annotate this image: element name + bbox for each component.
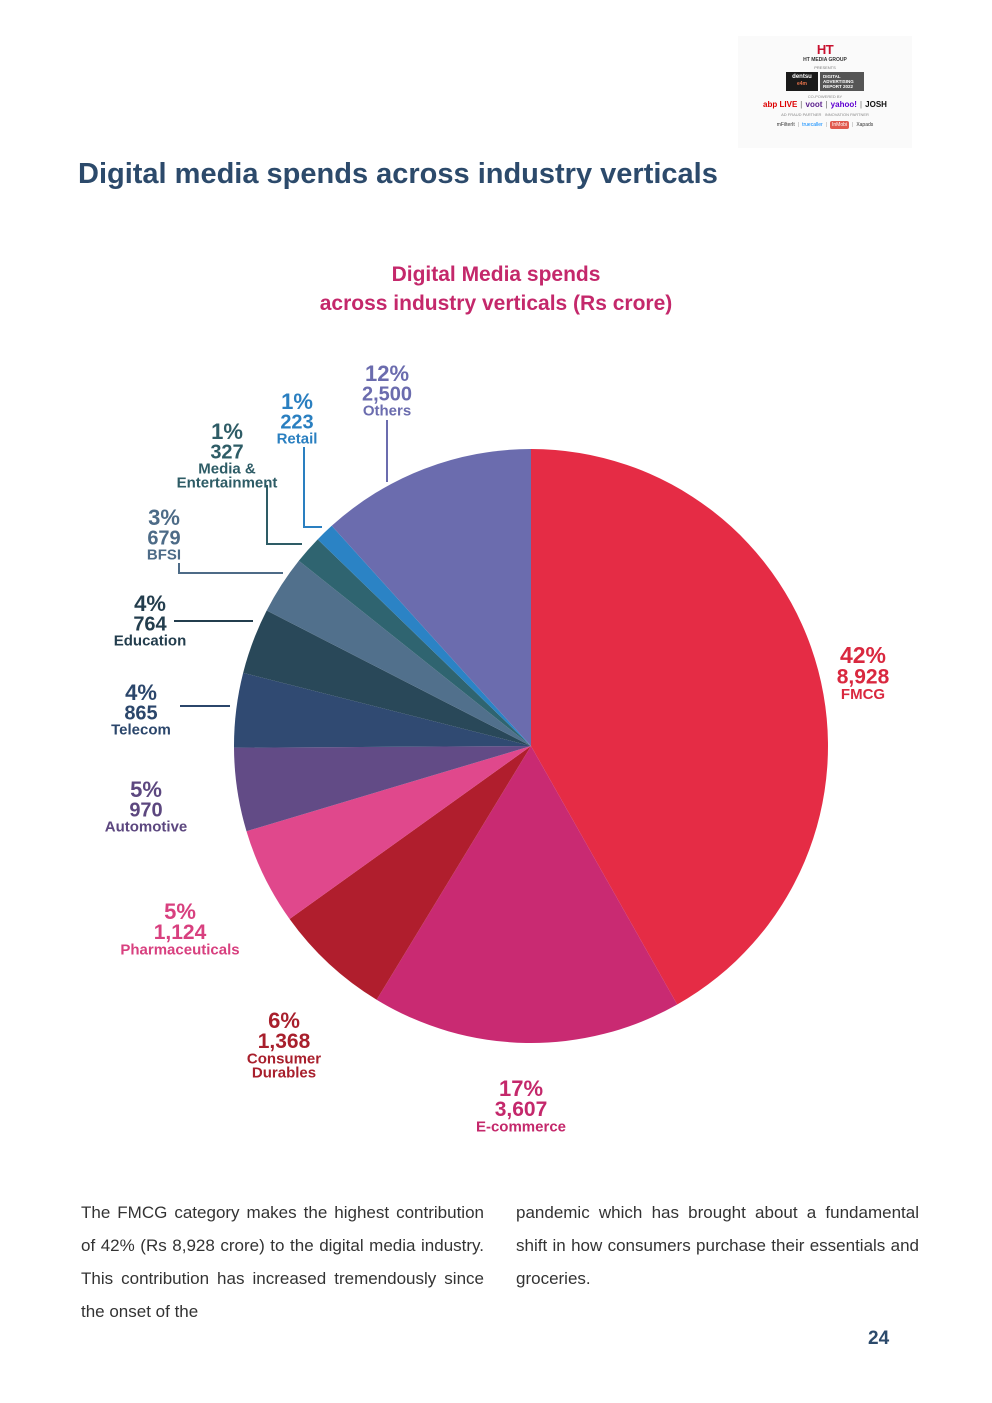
report-logo: HT HT MEDIA GROUP PRESENTS dentsu e4m DIG… [738,36,912,148]
pie-slice-e-commerce [376,746,678,1044]
label-fmcg-name: FMCG [841,686,885,703]
label-consumer-durables-name: Durables [252,1064,316,1081]
report-brand-row: dentsu e4m DIGITAL ADVERTISING REPORT 202… [738,72,912,91]
label-education-percent: 4% [134,591,166,616]
label-retail-name: Retail [277,430,318,447]
label-fmcg-percent: 42% [840,642,886,668]
label-automotive-value: 970 [129,799,162,821]
label-telecom-name: Telecom [111,721,171,738]
mfilterit-logo: mFilterIt [776,122,795,128]
label-media-and-entertainment-name: Entertainment [177,474,278,491]
label-automotive-name: Automotive [105,818,188,835]
label-others-name: Others [363,402,411,419]
label-education-name: Education [114,632,187,649]
pie-slice-education [243,610,531,746]
label-pharmaceuticals-name: Pharmaceuticals [120,941,239,958]
label-bfsi-value: 679 [147,527,180,549]
chart-title-line-1: Digital Media spends [391,263,601,286]
pie-slice-media-and-entertainment [298,539,531,746]
ht-media-group-text: HT MEDIA GROUP [803,57,847,63]
yahoo-logo: yahoo! [830,100,857,109]
page-title: Digital media spends across industry ver… [78,158,718,190]
pie-slice-bfsi [266,560,531,746]
label-consumer-durables-name: Consumer [247,1050,321,1067]
body-text-right: pandemic which has brought about a funda… [516,1203,919,1288]
label-pharmaceuticals-value: 1,124 [154,921,207,944]
label-pharmaceuticals-percent: 5% [164,899,196,924]
co-powered-by-text: CO-POWERED BY [807,94,843,99]
leader-line-media-and-entertainment [266,485,302,545]
page-number: 24 [868,1328,890,1349]
label-media-and-entertainment-percent: 1% [211,419,243,444]
label-consumer-durables-value: 1,368 [258,1030,311,1053]
body-text-left: The FMCG category makes the highest cont… [81,1203,484,1321]
leader-line-retail [303,447,322,528]
partner-logos: abp LIVE | voot | yahoo! | JOSH [763,100,887,109]
label-fmcg-value: 8,928 [837,666,890,689]
label-media-and-entertainment-value: 327 [210,441,243,463]
xapads-logo: Xapads [856,122,874,128]
truecaller-logo: truecaller [802,122,823,128]
label-others-value: 2,500 [362,383,412,405]
pie-slice-automotive [234,746,531,832]
label-e-commerce-value: 3,607 [495,1098,548,1121]
report-title-badge: DIGITAL ADVERTISING REPORT 2022 [820,72,864,91]
label-e-commerce-name: E-commerce [476,1118,566,1135]
pie-slice-fmcg [531,449,828,1005]
label-automotive-percent: 5% [130,777,162,802]
voot-logo: voot [805,100,823,109]
inmobi-logo: InMobi [829,121,849,129]
pie-slice-others [331,449,531,746]
partner-logos-2: mFilterIt | truecaller | InMobi | Xapads [776,121,874,129]
label-bfsi-name: BFSI [147,546,181,563]
label-telecom-value: 865 [124,702,157,724]
label-consumer-durables-percent: 6% [268,1008,300,1033]
label-retail-percent: 1% [281,389,313,414]
label-telecom-percent: 4% [125,680,157,705]
chart-title-line-2: across industry verticals (Rs crore) [319,292,673,315]
ht-logo: HT [816,42,834,57]
label-education-value: 764 [133,613,167,635]
label-e-commerce-percent: 17% [499,1076,543,1101]
partner-roles-text: AD FRAUD PARTNER INNOVATION PARTNER [781,112,869,117]
josh-logo: JOSH [865,100,887,109]
label-retail-value: 223 [280,411,313,433]
pie-slice-consumer-durables [289,746,531,1000]
pie-slice-telecom [233,672,532,748]
abp-live-logo: abp LIVE [763,100,798,109]
pie-slice-retail [317,525,531,746]
dentsu-logo: dentsu e4m [786,72,818,91]
label-bfsi-percent: 3% [148,505,180,530]
label-others-percent: 12% [365,361,409,386]
label-media-and-entertainment-name: Media & [198,460,256,477]
leader-line-bfsi [178,563,283,574]
pie-slice-pharmaceuticals [246,746,532,919]
presents-text: PRESENTS [814,65,836,70]
